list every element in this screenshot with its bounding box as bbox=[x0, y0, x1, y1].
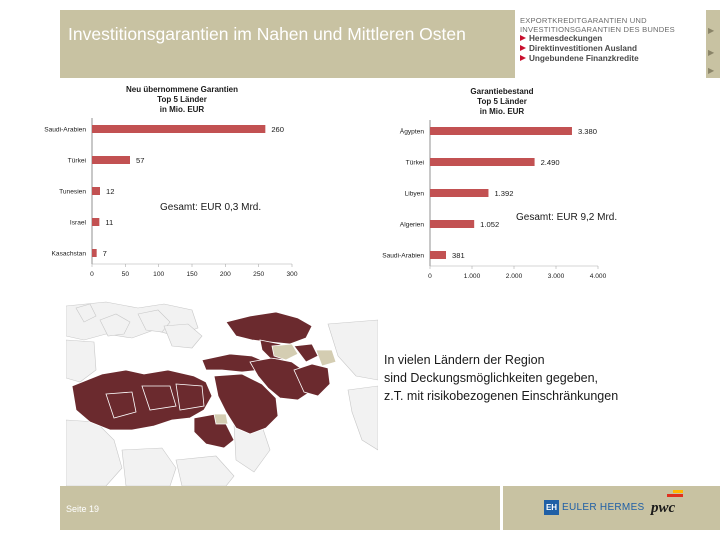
category-label: Libyen bbox=[405, 191, 425, 198]
x-tick-label: 250 bbox=[253, 271, 264, 278]
chart-bar bbox=[92, 218, 100, 226]
x-tick-label: 2.000 bbox=[506, 273, 523, 280]
chart-title-line: in Mio. EUR bbox=[160, 105, 205, 114]
caption-line: sind Deckungsmöglichkeiten gegeben, bbox=[384, 371, 599, 385]
footer: Seite 19 bbox=[60, 486, 500, 530]
data-label: 381 bbox=[452, 251, 465, 260]
x-tick-label: 300 bbox=[286, 271, 297, 278]
chart-total-label: Gesamt: EUR 9,2 Mrd. bbox=[516, 212, 618, 223]
x-tick-label: 200 bbox=[220, 271, 231, 278]
x-tick-label: 0 bbox=[428, 273, 432, 280]
chart-bar bbox=[430, 127, 572, 135]
x-tick-label: 0 bbox=[90, 271, 94, 278]
data-label: 57 bbox=[136, 156, 144, 165]
nav-arrow-icon: ▶ bbox=[708, 26, 715, 35]
caption-line: In vielen Ländern der Region bbox=[384, 353, 545, 367]
x-tick-label: 1.000 bbox=[464, 273, 481, 280]
data-label: 1.392 bbox=[494, 189, 513, 198]
eh-mark-icon: EH bbox=[544, 500, 559, 515]
x-tick-label: 50 bbox=[122, 271, 130, 278]
data-label: 12 bbox=[106, 187, 114, 196]
category-label: Algerien bbox=[400, 222, 425, 229]
data-label: 3.380 bbox=[578, 127, 597, 136]
chart-title-line: Garantiebestand bbox=[470, 87, 533, 96]
arrow-icon bbox=[520, 35, 526, 41]
x-tick-label: 100 bbox=[153, 271, 164, 278]
data-label: 1.052 bbox=[480, 220, 499, 229]
brand-block: EXPORTKREDITGARANTIEN UND INVESTITIONSGA… bbox=[520, 16, 705, 64]
chart-total-label: Gesamt: EUR 0,3 Mrd. bbox=[160, 202, 262, 213]
nav-arrow-icon: ▶ bbox=[708, 48, 715, 57]
category-label: Ägypten bbox=[400, 128, 425, 136]
data-label: 2.490 bbox=[541, 158, 560, 167]
category-label: Saudi-Arabien bbox=[44, 127, 86, 134]
chart-title-line: Top 5 Länder bbox=[477, 97, 527, 106]
category-label: Türkei bbox=[406, 160, 425, 167]
arrow-icon bbox=[520, 45, 526, 51]
data-label: 11 bbox=[105, 218, 113, 227]
data-label: 260 bbox=[271, 125, 284, 134]
chart-bar bbox=[92, 156, 130, 164]
map-image bbox=[66, 300, 378, 486]
caption-line: z.T. mit risikobezogenen Einschränkungen bbox=[384, 389, 619, 403]
brand-product: Hermesdeckungen bbox=[520, 34, 705, 44]
category-label: Saudi-Arabien bbox=[382, 253, 424, 260]
data-label: 7 bbox=[103, 249, 107, 258]
category-label: Tunesien bbox=[59, 189, 86, 196]
chart-bar bbox=[92, 187, 100, 195]
title-box: Investitionsgarantien im Nahen und Mittl… bbox=[60, 10, 515, 78]
nav-arrow-icon: ▶ bbox=[708, 66, 715, 75]
region-map bbox=[66, 300, 378, 486]
category-label: Türkei bbox=[68, 158, 87, 165]
chart-bar bbox=[92, 249, 97, 257]
chart-title-line: Top 5 Länder bbox=[157, 95, 207, 104]
chart-bar bbox=[430, 189, 489, 197]
euler-hermes-text: EULER HERMES bbox=[562, 502, 645, 513]
chart-bar bbox=[430, 220, 475, 228]
page-title: Investitionsgarantien im Nahen und Mittl… bbox=[68, 24, 466, 44]
category-label: Kasachstan bbox=[52, 251, 87, 258]
category-label: Israel bbox=[70, 220, 87, 227]
brand-line: EXPORTKREDITGARANTIEN UND bbox=[520, 16, 647, 25]
arrow-icon bbox=[520, 55, 526, 61]
pwc-mark-icon bbox=[667, 490, 683, 497]
chart-bar bbox=[92, 125, 266, 133]
brand-product: Direktinvestitionen Ausland bbox=[520, 44, 705, 54]
brand-product: Ungebundene Finanzkredite bbox=[520, 54, 705, 64]
chart-title-line: Neu übernommene Garantien bbox=[126, 85, 238, 94]
pwc-text: pwc bbox=[651, 500, 676, 516]
footer-logos: EH EULER HERMES pwc bbox=[503, 486, 720, 530]
x-tick-label: 150 bbox=[186, 271, 197, 278]
brand-line: INVESTITIONSGARANTIEN DES BUNDES bbox=[520, 25, 675, 34]
chart-title-line: in Mio. EUR bbox=[480, 107, 525, 116]
chart-bar bbox=[430, 251, 447, 259]
x-tick-label: 3.000 bbox=[548, 273, 565, 280]
slide-nav-strip: ▶ ▶ ▶ bbox=[706, 10, 720, 78]
chart-bar bbox=[430, 158, 535, 166]
x-tick-label: 4.000 bbox=[590, 273, 607, 280]
page-number: Seite 19 bbox=[66, 504, 100, 514]
map-caption: In vielen Ländern der Region sind Deckun… bbox=[384, 351, 704, 405]
pwc-logo: pwc bbox=[651, 490, 691, 520]
